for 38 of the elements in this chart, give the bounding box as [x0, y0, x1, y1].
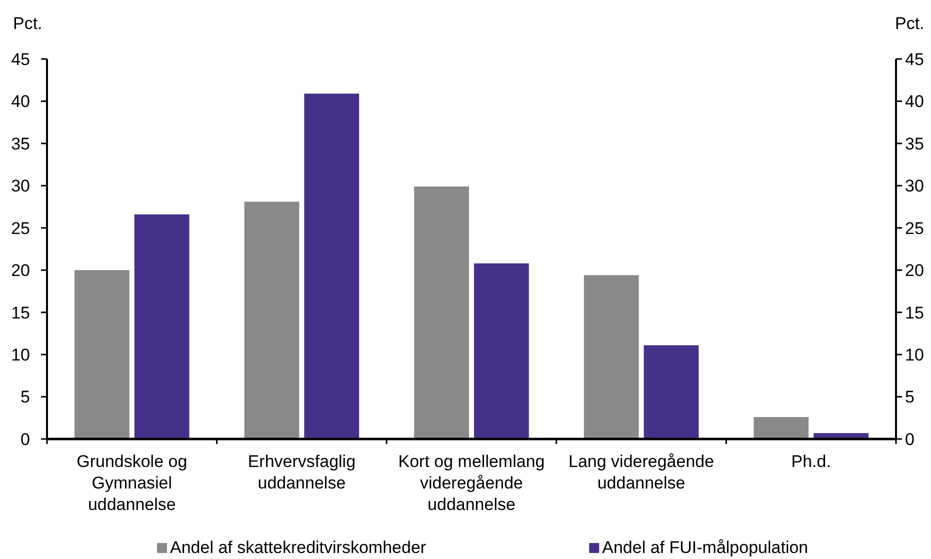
- y-tick-label: 30: [11, 176, 30, 196]
- y-tick-label: 20: [11, 261, 30, 280]
- y2-tick-label: 30: [905, 176, 924, 196]
- bar: [244, 202, 300, 439]
- legend-label: Andel af skattekreditvirskomheder: [170, 538, 426, 557]
- bar: [74, 270, 130, 439]
- y-tick-label: 0: [20, 430, 30, 449]
- y2-tick-label: 20: [905, 261, 924, 280]
- bar: [584, 275, 639, 439]
- y-tick-label: 15: [11, 303, 30, 322]
- y2-tick-label: 45: [905, 50, 924, 69]
- bar: [134, 214, 190, 439]
- y-tick-label: 35: [11, 134, 30, 154]
- y2-tick-label: 35: [905, 134, 924, 154]
- x-tick-label: Lang videregående uddannelse: [568, 452, 714, 492]
- y-tick-label: 25: [11, 218, 30, 238]
- y2-tick-label: 25: [905, 218, 924, 238]
- bar: [474, 263, 529, 439]
- y2-tick-label: 10: [905, 346, 924, 365]
- legend-label: Andel af FUI-målpopulation: [602, 538, 808, 557]
- y-tick-label: 5: [20, 388, 30, 407]
- bar: [754, 417, 809, 439]
- y-tick-label: 45: [11, 50, 30, 69]
- y2-tick-label: 15: [905, 303, 924, 322]
- y2-tick-label: 0: [905, 430, 914, 449]
- bar: [414, 186, 469, 439]
- y2-axis-title: Pct.: [895, 14, 924, 33]
- bar: [304, 94, 360, 439]
- x-tick-label: Ph.d.: [791, 452, 831, 471]
- x-tick-label: Kort og mellemlang videregående uddannelse: [398, 452, 545, 514]
- x-tick-label: Erhvervsfaglig uddannelse: [248, 452, 356, 492]
- y-tick-label: 40: [11, 92, 30, 112]
- y2-tick-label: 40: [905, 92, 924, 112]
- y-tick-label: 10: [11, 346, 30, 365]
- bar: [644, 345, 699, 439]
- x-tick-label: Grundskole og Gymnasiel uddannelse: [76, 452, 188, 514]
- y-axis-title: Pct.: [13, 14, 42, 33]
- y2-tick-label: 5: [905, 388, 914, 407]
